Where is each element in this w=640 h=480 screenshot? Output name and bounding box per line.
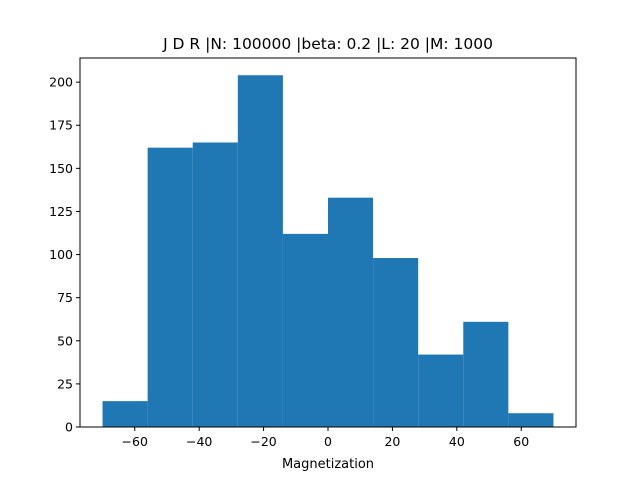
x-tick-label: −20: [250, 434, 276, 449]
y-tick-label: 150: [49, 161, 73, 176]
x-tick-label: 60: [513, 434, 529, 449]
y-tick-label: 175: [49, 118, 73, 133]
bars-group: [102, 75, 554, 428]
histogram-bar-2: [192, 142, 238, 427]
histogram-bar-1: [147, 147, 193, 427]
x-tick-label: −40: [186, 434, 212, 449]
y-tick-label: 200: [49, 75, 73, 90]
histogram-bar-3: [237, 75, 283, 428]
x-tick-label: 0: [324, 434, 332, 449]
x-axis-label: Magnetization: [282, 457, 374, 472]
chart-title: J D R |N: 100000 |beta: 0.2 |L: 20 |M: 1…: [162, 35, 493, 53]
histogram-bar-9: [508, 413, 554, 427]
histogram-bar-0: [102, 401, 148, 427]
y-tick-label: 75: [57, 290, 73, 305]
x-tick-label: 20: [384, 434, 400, 449]
x-tick-label: −60: [122, 434, 148, 449]
histogram-bar-4: [282, 233, 328, 427]
x-axis: −60 −40 −20 0 20 40 60: [122, 427, 529, 449]
histogram-bar-7: [418, 354, 464, 427]
y-tick-label: 125: [49, 204, 73, 219]
y-tick-label: 50: [57, 333, 73, 348]
y-tick-label: 0: [65, 420, 73, 435]
y-axis: 0 25 50 75 100 125 150 175 200: [49, 75, 80, 435]
histogram-bar-6: [373, 258, 419, 427]
x-tick-label: 40: [449, 434, 465, 449]
y-tick-label: 25: [57, 376, 73, 391]
y-tick-label: 100: [49, 247, 73, 262]
histogram-bar-8: [463, 321, 509, 427]
histogram-bar-5: [328, 197, 374, 427]
